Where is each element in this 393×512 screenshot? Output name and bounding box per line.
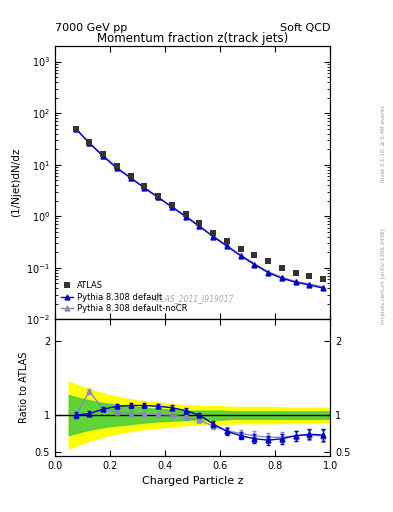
Text: mcplots.cern.ch [arXiv:1306.3436]: mcplots.cern.ch [arXiv:1306.3436] [381, 229, 386, 324]
Text: Soft QCD: Soft QCD [280, 23, 330, 33]
ATLAS [307, 273, 312, 280]
Pythia 8.308 default-noCR [129, 175, 133, 181]
Pythia 8.308 default [129, 175, 133, 181]
Pythia 8.308 default-noCR [266, 269, 271, 275]
Pythia 8.308 default [239, 253, 243, 259]
ATLAS [115, 163, 119, 169]
Pythia 8.308 default-noCR [211, 233, 216, 239]
Pythia 8.308 default [211, 233, 216, 240]
Pythia 8.308 default-noCR [156, 194, 161, 200]
Text: 7000 GeV pp: 7000 GeV pp [55, 23, 127, 33]
ATLAS [129, 173, 133, 179]
Pythia 8.308 default [197, 223, 202, 229]
Text: Rivet 3.1.10; ≥ 3.4M events: Rivet 3.1.10; ≥ 3.4M events [381, 105, 386, 182]
ATLAS [184, 211, 188, 217]
Pythia 8.308 default [170, 204, 174, 210]
Pythia 8.308 default [184, 214, 188, 220]
Pythia 8.308 default [252, 262, 257, 268]
Pythia 8.308 default [142, 185, 147, 191]
Pythia 8.308 default-noCR [293, 279, 298, 285]
ATLAS [293, 269, 298, 275]
X-axis label: Charged Particle z: Charged Particle z [142, 476, 243, 486]
ATLAS [280, 265, 285, 271]
ATLAS [239, 246, 243, 252]
Text: ATLAS_2011_I919017: ATLAS_2011_I919017 [151, 294, 234, 303]
ATLAS [156, 193, 161, 199]
Pythia 8.308 default-noCR [252, 261, 257, 267]
Pythia 8.308 default [225, 243, 230, 249]
Y-axis label: Ratio to ATLAS: Ratio to ATLAS [19, 352, 29, 423]
Line: Pythia 8.308 default: Pythia 8.308 default [73, 126, 326, 291]
Pythia 8.308 default-noCR [280, 274, 285, 281]
Pythia 8.308 default [307, 282, 312, 288]
Pythia 8.308 default-noCR [225, 242, 230, 248]
ATLAS [252, 252, 257, 258]
Pythia 8.308 default-noCR [115, 164, 119, 170]
Pythia 8.308 default-noCR [307, 281, 312, 287]
Pythia 8.308 default-noCR [101, 153, 105, 159]
Pythia 8.308 default [156, 195, 161, 201]
ATLAS [225, 238, 230, 244]
Pythia 8.308 default [266, 269, 271, 275]
Pythia 8.308 default-noCR [142, 184, 147, 190]
Pythia 8.308 default [73, 125, 78, 132]
ATLAS [197, 220, 202, 226]
Pythia 8.308 default-noCR [184, 213, 188, 219]
ATLAS [142, 183, 147, 189]
ATLAS [266, 258, 271, 264]
ATLAS [321, 276, 326, 282]
ATLAS [170, 202, 174, 208]
Title: Momentum fraction z(track jets): Momentum fraction z(track jets) [97, 32, 288, 45]
Legend: ATLAS, Pythia 8.308 default, Pythia 8.308 default-noCR: ATLAS, Pythia 8.308 default, Pythia 8.30… [59, 280, 189, 315]
Pythia 8.308 default-noCR [197, 223, 202, 229]
ATLAS [87, 139, 92, 145]
Pythia 8.308 default [101, 153, 105, 159]
Y-axis label: (1/Njet)dN/dz: (1/Njet)dN/dz [11, 148, 21, 217]
Pythia 8.308 default [293, 279, 298, 285]
Pythia 8.308 default [87, 140, 92, 146]
Pythia 8.308 default-noCR [73, 125, 78, 132]
Pythia 8.308 default-noCR [239, 252, 243, 258]
Pythia 8.308 default-noCR [170, 204, 174, 210]
Pythia 8.308 default [115, 165, 119, 172]
Pythia 8.308 default [280, 275, 285, 282]
Pythia 8.308 default-noCR [87, 140, 92, 146]
ATLAS [73, 125, 78, 132]
Pythia 8.308 default [321, 285, 326, 291]
ATLAS [101, 151, 105, 157]
ATLAS [211, 229, 216, 236]
Line: Pythia 8.308 default-noCR: Pythia 8.308 default-noCR [73, 126, 326, 289]
Line: ATLAS: ATLAS [72, 125, 327, 283]
Pythia 8.308 default-noCR [321, 284, 326, 290]
